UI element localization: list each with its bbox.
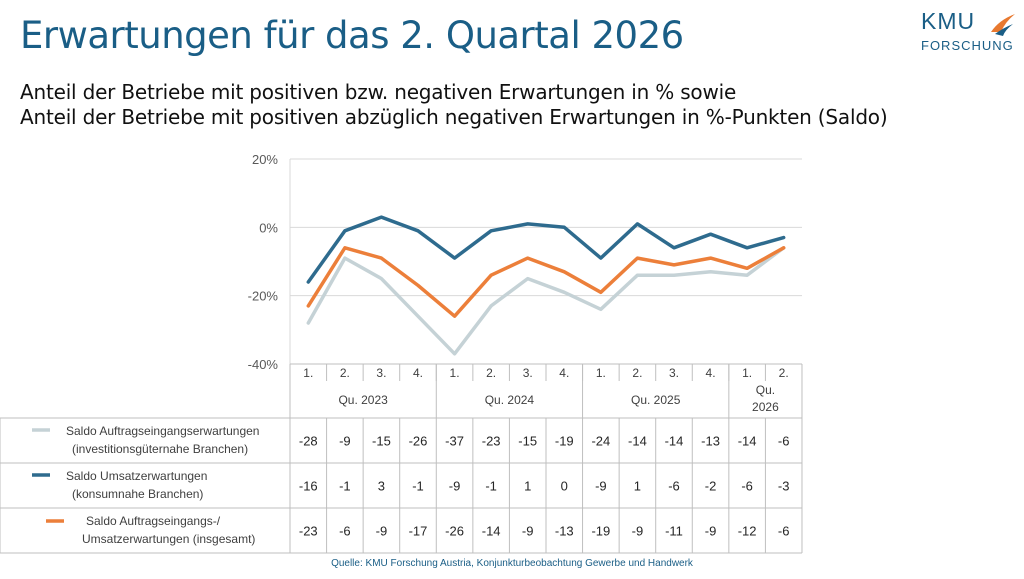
x-tick-label: 1. — [742, 366, 752, 380]
table-cell-value: -14 — [665, 434, 684, 449]
table-cell-value: -13 — [701, 434, 720, 449]
table-cell-value: -13 — [555, 524, 574, 539]
logo-text-kmu: KMU — [921, 8, 976, 34]
x-tick-label: 2. — [486, 366, 496, 380]
x-tick-label: 4. — [706, 366, 716, 380]
series-line-1 — [306, 246, 786, 356]
table-cell-value: -37 — [445, 434, 464, 449]
table-cell-value: -9 — [339, 434, 351, 449]
logo-bird-icon — [991, 14, 1015, 36]
legend-label-line2: (konsumnahe Branchen) — [72, 487, 203, 501]
table-cell-value: -14 — [482, 524, 501, 539]
y-tick-label: 20% — [252, 152, 278, 167]
table-cell-value: 1 — [634, 479, 641, 494]
table-cell-value: 3 — [378, 479, 385, 494]
table-cell-value: -11 — [665, 524, 683, 539]
table-cell-value: -1 — [339, 479, 351, 494]
table-cell-value: -15 — [518, 434, 537, 449]
kmu-forschung-logo: KMU FORSCHUNG — [921, 8, 1021, 58]
x-tick-label: 4. — [413, 366, 423, 380]
table-cell-value: -23 — [299, 524, 318, 539]
table-cell-value: -14 — [628, 434, 647, 449]
table-cell-value: -12 — [738, 524, 757, 539]
table-cell-value: -6 — [668, 479, 680, 494]
table-cell-value: -9 — [705, 524, 717, 539]
x-group-label: Qu. 2023 — [338, 393, 388, 407]
table-cell-value: -3 — [778, 479, 790, 494]
table-cell-value: -6 — [339, 524, 351, 539]
logo-text-forschung: FORSCHUNG — [921, 38, 1014, 53]
table-cell-value: -26 — [445, 524, 464, 539]
table-cell-value: -28 — [299, 434, 318, 449]
x-tick-label: 1. — [596, 366, 606, 380]
y-tick-label: -20% — [248, 289, 279, 304]
table-cell-value: 0 — [561, 479, 568, 494]
table-cell-value: -14 — [738, 434, 757, 449]
x-tick-label: 3. — [669, 366, 679, 380]
x-group-label-line1: Qu. — [756, 383, 775, 397]
x-group-label-line2: 2026 — [752, 400, 779, 414]
table-cell-value: -15 — [372, 434, 391, 449]
table-cell-value: -2 — [705, 479, 717, 494]
x-tick-label: 1. — [450, 366, 460, 380]
subtitle-line-2: Anteil der Betriebe mit positiven abzügl… — [20, 105, 888, 129]
table-cell-value: -19 — [591, 524, 610, 539]
x-tick-label: 2. — [632, 366, 642, 380]
table-cell-value: -9 — [376, 524, 388, 539]
table-cell-value: -16 — [299, 479, 318, 494]
table-cell-value: -1 — [412, 479, 424, 494]
subtitle-line-1: Anteil der Betriebe mit positiven bzw. n… — [20, 80, 737, 104]
table-cell-value: -23 — [482, 434, 501, 449]
chart: 20% 0% -20% -40% 1. 2. 3. 4. 1. 2. 3. 4. 1. 2. 3. 4. 1. 2… — [0, 152, 803, 554]
x-tick-label: 2. — [779, 366, 789, 380]
y-tick-label: -40% — [248, 357, 279, 372]
x-tick-label: 2. — [340, 366, 350, 380]
table-cell-value: -6 — [778, 524, 790, 539]
table-cell-value: -19 — [555, 434, 574, 449]
table-cell-value: -24 — [591, 434, 610, 449]
x-tick-label: 3. — [376, 366, 386, 380]
x-tick-label: 4. — [559, 366, 569, 380]
legend-label-line1: Saldo Umsatzerwartungen — [66, 469, 207, 483]
table-cell-value: -1 — [485, 479, 497, 494]
x-group-label: Qu. 2024 — [485, 393, 535, 407]
series-line-3 — [306, 246, 786, 318]
table-cell-value: 1 — [524, 479, 531, 494]
source-note: Quelle: KMU Forschung Austria, Konjunktu… — [331, 558, 693, 569]
x-tick-label: 3. — [523, 366, 533, 380]
x-tick-label: 1. — [303, 366, 313, 380]
legend-label-line2: (investitionsgüternahe Branchen) — [72, 442, 248, 456]
y-tick-label: 0% — [259, 220, 278, 235]
x-group-label: Qu. 2025 — [631, 393, 681, 407]
legend-label-line1: Saldo Auftragseingangs-/ — [86, 514, 221, 528]
table-cell-value: -17 — [409, 524, 428, 539]
table-cell-value: -6 — [741, 479, 753, 494]
legend-label-line1: Saldo Auftragseingangserwartungen — [66, 424, 259, 438]
table-cell-value: -6 — [778, 434, 790, 449]
table-cell-value: -9 — [449, 479, 461, 494]
page-title: Erwartungen für das 2. Quartal 2026 — [20, 14, 684, 57]
series-line-2 — [306, 215, 786, 284]
table-cell-value: -9 — [595, 479, 607, 494]
legend-label-line2: Umsatzerwartungen (insgesamt) — [82, 532, 255, 546]
table-cell-value: -9 — [522, 524, 534, 539]
table-cell-value: -9 — [632, 524, 644, 539]
table-cell-value: -26 — [409, 434, 428, 449]
